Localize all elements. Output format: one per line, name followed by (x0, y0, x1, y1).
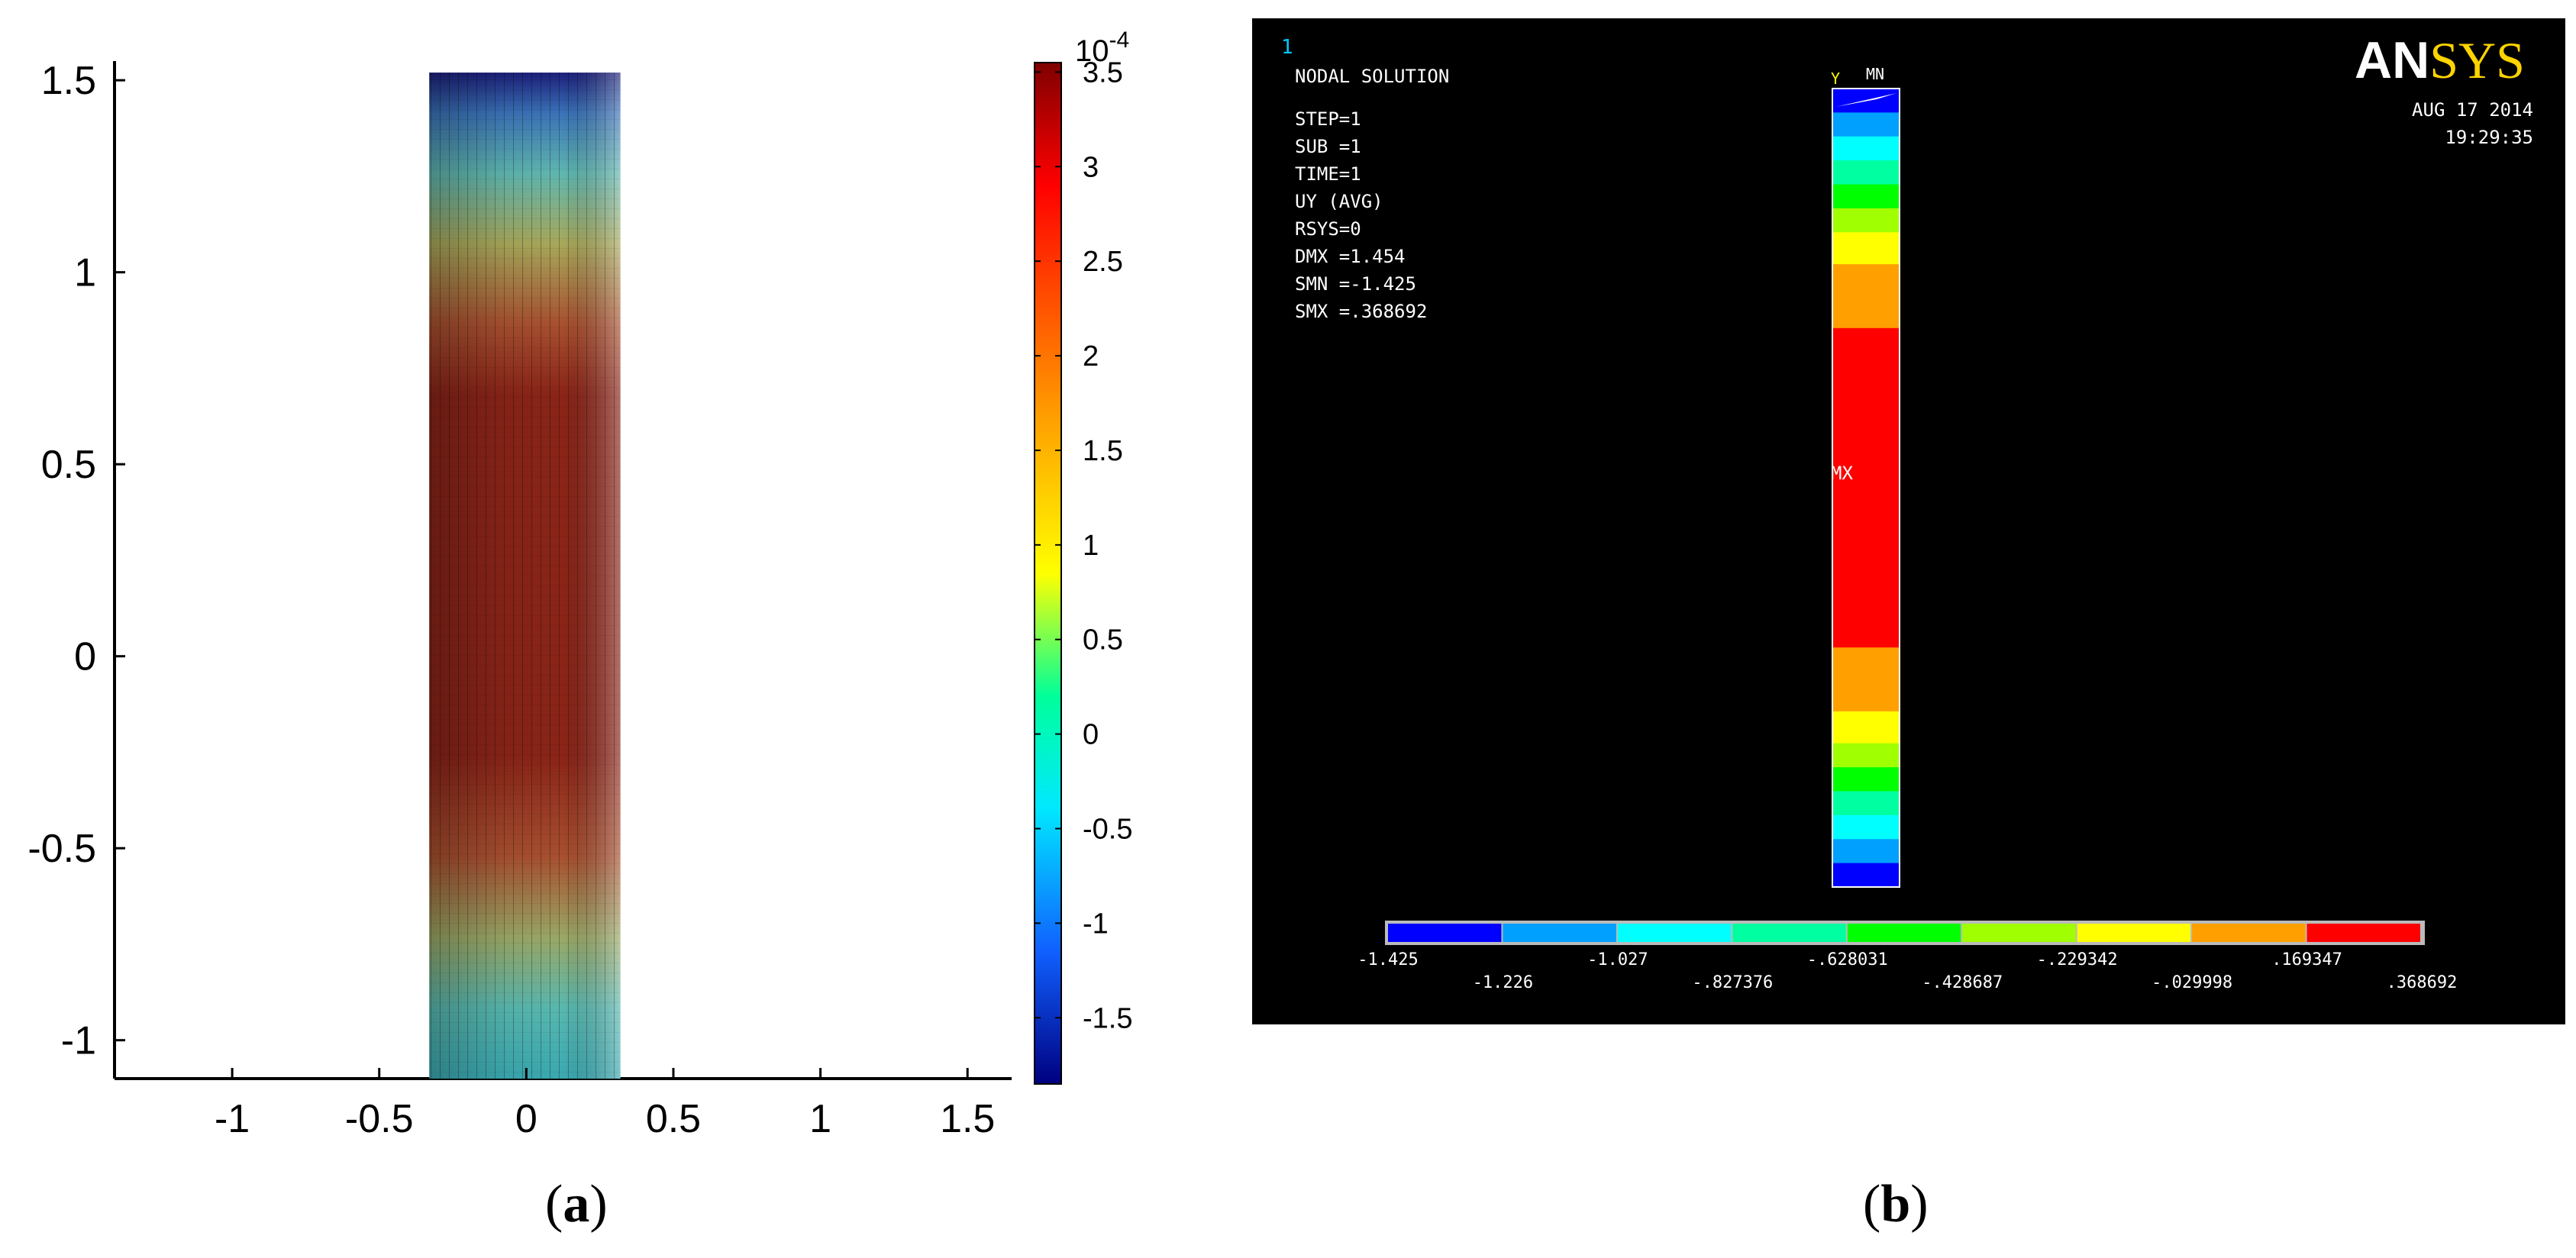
contour-legend: -1.425 -1.226 -1.027 -.827376 -.628031 -.4286… (1357, 921, 2457, 992)
legend-label: -1.027 (1587, 950, 1648, 969)
legend-label: -.428687 (1922, 973, 2003, 992)
colorbar-tick-label: 1 (1083, 530, 1099, 562)
solution-title: NODAL SOLUTION (1295, 66, 1449, 87)
info-line: TIME=1 (1295, 163, 1361, 185)
y-axis-ticks: 1.5 1 0.5 0 -0.5 -1 (27, 59, 125, 1063)
y-tick-label: 1 (74, 251, 96, 295)
contour-band (1832, 743, 1900, 768)
contour-band (1832, 136, 1900, 161)
colorbar-tick-label: -0.5 (1083, 814, 1132, 846)
y-tick-label: 1.5 (41, 59, 96, 103)
colorbar-tick-label: -1 (1083, 908, 1109, 940)
colorbar-tick-label: 3 (1083, 151, 1099, 183)
y-tick-label: 0.5 (41, 443, 96, 487)
panel-b-ansys-contour: 1 NODAL SOLUTION STEP=1 SUB =1 TIME=1 UY (A… (1252, 18, 2565, 1024)
legend-label: -1.226 (1473, 973, 1533, 992)
ansys-logo: ANSYS (2355, 31, 2525, 89)
contour-band (1832, 711, 1900, 744)
colorbar-tick-label: 2.5 (1083, 246, 1123, 278)
contour-band (1832, 232, 1900, 265)
solution-date: AUG 17 2014 (2412, 99, 2533, 121)
caption-b: (b) (1863, 1175, 1929, 1234)
contour-band (1832, 647, 1900, 712)
legend-swatch (1388, 924, 1502, 942)
info-line: DMX =1.454 (1295, 246, 1406, 267)
colorbar-tick-label: -1.5 (1083, 1002, 1132, 1034)
contour-band (1832, 184, 1900, 209)
legend-swatch (2306, 924, 2420, 942)
colorbar-tick-label: 1.5 (1083, 435, 1123, 467)
svg-text:ANSYS: ANSYS (2355, 31, 2525, 89)
contour-band (1832, 112, 1900, 137)
y-tick-label: -0.5 (27, 827, 96, 871)
contour-band (1832, 814, 1900, 840)
info-line: UY (AVG) (1295, 191, 1383, 212)
x-tick-label: 0.5 (646, 1097, 701, 1141)
x-axis-ticks: -1 -0.5 0 0.5 1 1.5 (215, 1068, 995, 1141)
info-line: RSYS=0 (1295, 218, 1361, 240)
legend-swatch (1617, 924, 1732, 942)
y-tick-label: -1 (61, 1019, 96, 1063)
legend-label: .368692 (2387, 973, 2458, 992)
legend-swatch (1503, 924, 1616, 942)
legend-swatch (1962, 924, 2076, 942)
colorbar: 3.5 3 2.5 2 1.5 1 0.5 0 -0.5 -1 -1.5 (1034, 56, 1132, 1085)
min-label: MN (1866, 65, 1884, 83)
x-tick-label: -1 (215, 1097, 250, 1141)
legend-swatch (1732, 924, 1846, 942)
y-tick-label: 0 (74, 635, 96, 679)
legend-label: -.029998 (2152, 973, 2232, 992)
contour-band (1832, 264, 1900, 329)
legend-swatch (1847, 924, 1961, 942)
legend-label: .169347 (2271, 950, 2342, 969)
triad-y-label: Y (1831, 69, 1840, 88)
info-line: STEP=1 (1295, 108, 1361, 130)
field-mesh (429, 73, 621, 1079)
beam-contour (1832, 88, 1900, 888)
contour-band (1832, 160, 1900, 185)
legend-label: -1.425 (1357, 950, 1418, 969)
panel-a-heatmap-chart: -1 -0.5 0 0.5 1 1.5 1.5 1 0.5 0 -0.5 -1 3.5 3 2.5 2 1.… (27, 27, 1132, 1141)
legend-label: -.628031 (1807, 950, 1888, 969)
caption-a: (a) (545, 1175, 608, 1234)
max-label: MX (1831, 463, 1853, 484)
legend-label: -.229342 (2037, 950, 2118, 969)
colorbar-gradient (1034, 62, 1062, 1085)
legend-label: -.827376 (1692, 973, 1773, 992)
x-tick-label: 1.5 (940, 1097, 995, 1141)
x-tick-label: -0.5 (345, 1097, 414, 1141)
contour-band (1832, 327, 1900, 648)
x-tick-label: 1 (809, 1097, 831, 1141)
window-number: 1 (1281, 36, 1293, 59)
info-line: SMN =-1.425 (1295, 273, 1416, 295)
contour-band (1832, 863, 1900, 888)
solution-time: 19:29:35 (2445, 127, 2533, 148)
x-tick-label: 0 (515, 1097, 537, 1141)
info-line: SUB =1 (1295, 136, 1361, 157)
legend-swatch (2192, 924, 2306, 942)
displacement-field (429, 73, 621, 1079)
colorbar-exponent: 10-4 (1075, 27, 1129, 68)
contour-band (1832, 791, 1900, 816)
deformed-tip (1835, 93, 1896, 107)
beam-outline (1832, 88, 1900, 888)
contour-band (1832, 839, 1900, 864)
info-line: SMX =.368692 (1295, 301, 1427, 322)
colorbar-tick-label: 0 (1083, 719, 1099, 751)
contour-band (1832, 767, 1900, 792)
legend-swatch (2077, 924, 2191, 942)
contour-band (1832, 208, 1900, 233)
solution-info: STEP=1 SUB =1 TIME=1 UY (AVG) RSYS=0 DMX =1.4… (1295, 108, 1427, 322)
colorbar-tick-label: 2 (1083, 340, 1099, 373)
colorbar-tick-label: 3.5 (1083, 56, 1123, 89)
colorbar-tick-label: 0.5 (1083, 624, 1123, 656)
